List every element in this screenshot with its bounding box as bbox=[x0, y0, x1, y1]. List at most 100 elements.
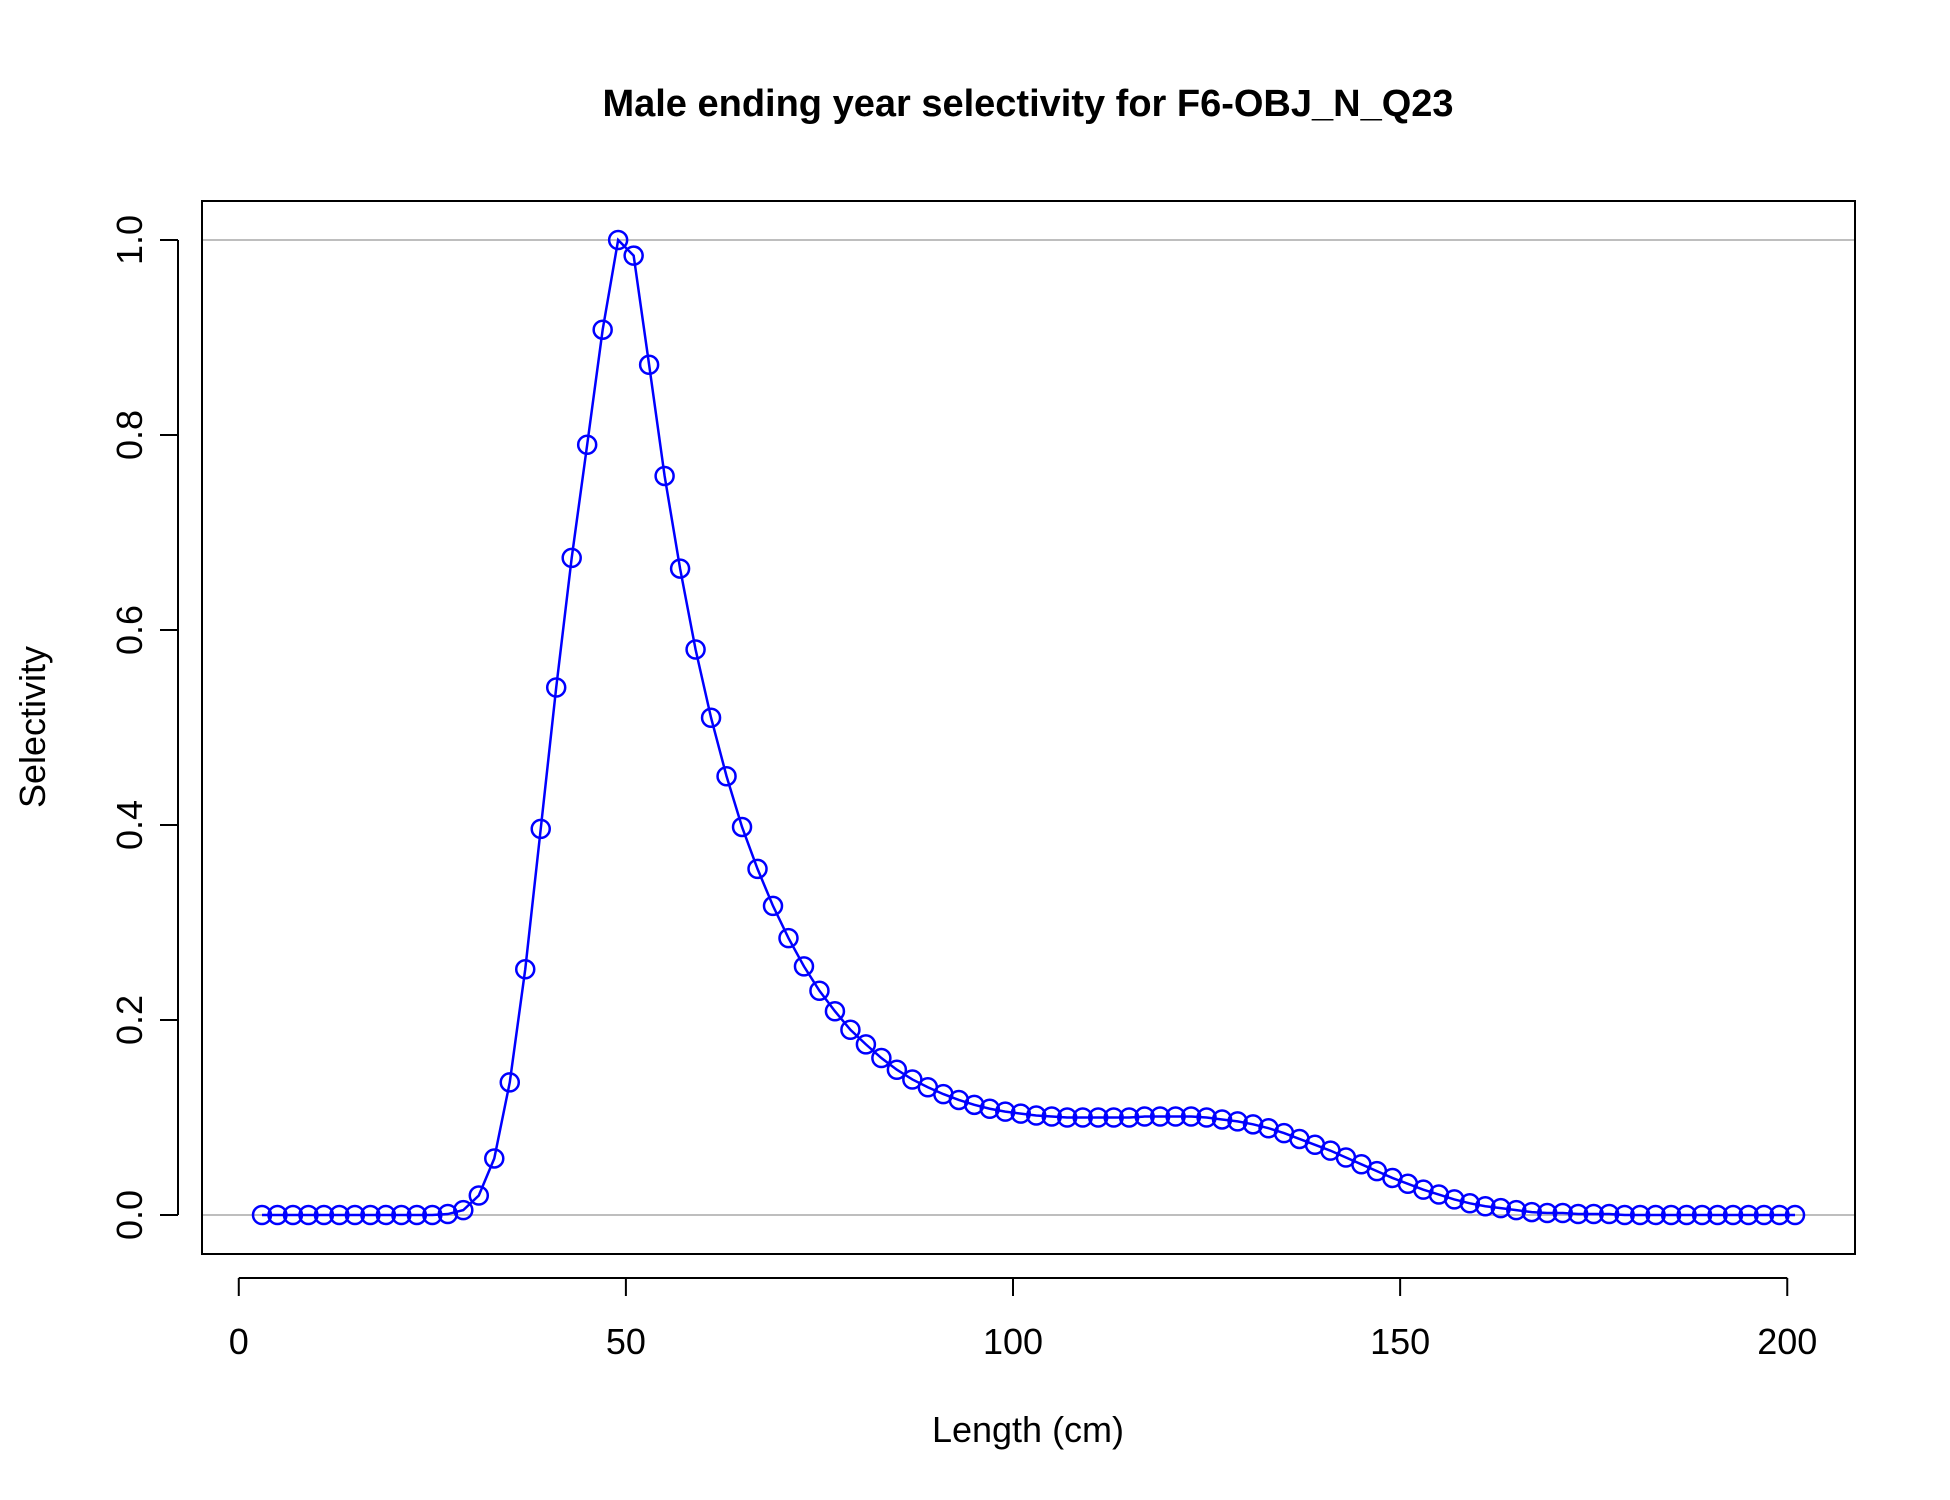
data-point bbox=[251, 1204, 273, 1226]
data-point bbox=[1691, 1204, 1713, 1226]
data-point bbox=[964, 1094, 985, 1116]
x-tick-label: 100 bbox=[983, 1321, 1043, 1362]
data-point bbox=[468, 1185, 490, 1206]
x-tick-label: 0 bbox=[229, 1321, 249, 1362]
data-point bbox=[298, 1204, 319, 1226]
data-point bbox=[623, 245, 644, 266]
data-point bbox=[1475, 1195, 1496, 1217]
data-point bbox=[592, 319, 613, 340]
data-point bbox=[576, 434, 598, 455]
data-point bbox=[1645, 1204, 1666, 1226]
data-point bbox=[375, 1204, 397, 1226]
data-point bbox=[1536, 1202, 1558, 1224]
data-point bbox=[391, 1204, 412, 1226]
data-point bbox=[1211, 1109, 1233, 1130]
data-point bbox=[1676, 1204, 1697, 1226]
data-point bbox=[1614, 1204, 1635, 1226]
data-point bbox=[1490, 1197, 1512, 1219]
data-point bbox=[1180, 1106, 1202, 1127]
data-point bbox=[406, 1204, 428, 1226]
data-point bbox=[1242, 1114, 1264, 1135]
data-point bbox=[437, 1203, 459, 1225]
data-point bbox=[561, 547, 582, 569]
data-point bbox=[1459, 1193, 1481, 1214]
data-point bbox=[1134, 1106, 1155, 1127]
data-point bbox=[1660, 1204, 1682, 1226]
data-point bbox=[669, 558, 691, 579]
data-point bbox=[1722, 1204, 1744, 1226]
x-tick-label: 50 bbox=[606, 1321, 646, 1362]
plot-frame bbox=[201, 200, 1856, 1255]
data-point bbox=[267, 1204, 288, 1226]
data-point bbox=[886, 1059, 908, 1080]
data-point bbox=[1165, 1106, 1186, 1127]
x-axis-label: Length (cm) bbox=[932, 1409, 1124, 1450]
data-point bbox=[871, 1047, 892, 1069]
y-axis-label: Selectivity bbox=[12, 646, 53, 808]
data-point bbox=[747, 858, 768, 880]
data-point bbox=[1567, 1203, 1589, 1225]
data-point bbox=[1521, 1201, 1543, 1223]
data-point bbox=[499, 1072, 521, 1093]
data-point bbox=[530, 818, 551, 840]
data-point bbox=[1629, 1204, 1651, 1226]
x-tick-label: 200 bbox=[1757, 1321, 1817, 1362]
data-point bbox=[1041, 1106, 1062, 1127]
y-tick-label: 0.6 bbox=[109, 605, 150, 655]
x-tick-label: 150 bbox=[1370, 1321, 1430, 1362]
data-point bbox=[1738, 1204, 1759, 1226]
data-point bbox=[607, 229, 629, 251]
data-point bbox=[840, 1019, 861, 1040]
data-point bbox=[484, 1148, 505, 1169]
data-point bbox=[1149, 1106, 1171, 1127]
data-point bbox=[313, 1204, 335, 1226]
data-point bbox=[1072, 1107, 1093, 1128]
data-point bbox=[979, 1098, 1001, 1119]
data-point bbox=[1103, 1107, 1124, 1128]
x-axis: 0 50 100 150 200 bbox=[229, 1277, 1817, 1362]
data-point bbox=[1583, 1203, 1604, 1225]
data-point bbox=[654, 465, 675, 487]
y-tick-label: 0.4 bbox=[109, 800, 150, 850]
y-tick-label: 0.2 bbox=[109, 995, 150, 1045]
data-point bbox=[1753, 1204, 1775, 1226]
series-selectivity bbox=[251, 229, 1806, 1226]
data-point bbox=[1056, 1107, 1078, 1128]
data-point bbox=[514, 959, 536, 980]
data-point bbox=[1784, 1204, 1806, 1226]
chart-title: Male ending year selectivity for F6-OBJ_… bbox=[602, 83, 1453, 125]
data-point bbox=[1087, 1107, 1109, 1128]
data-point bbox=[545, 677, 567, 698]
data-point bbox=[824, 1000, 846, 1022]
data-point bbox=[700, 707, 722, 728]
data-point bbox=[1118, 1107, 1140, 1128]
y-tick-label: 0.0 bbox=[109, 1190, 150, 1240]
data-point bbox=[995, 1101, 1016, 1122]
data-point bbox=[360, 1204, 381, 1226]
data-point bbox=[1769, 1204, 1790, 1226]
data-point bbox=[1552, 1202, 1573, 1224]
data-point bbox=[1196, 1107, 1217, 1128]
data-point bbox=[731, 816, 753, 838]
data-point bbox=[344, 1204, 366, 1226]
data-point bbox=[855, 1034, 877, 1055]
data-point bbox=[1227, 1111, 1248, 1132]
data-point bbox=[685, 639, 706, 660]
data-point bbox=[793, 956, 815, 977]
y-axis: 0.0 0.2 0.4 0.6 0.8 1.0 bbox=[109, 215, 179, 1240]
data-point bbox=[453, 1199, 474, 1221]
data-point bbox=[1010, 1103, 1032, 1124]
data-point bbox=[422, 1204, 443, 1226]
data-point bbox=[778, 927, 799, 949]
data-point bbox=[329, 1204, 350, 1226]
data-point bbox=[809, 980, 830, 1001]
data-point bbox=[716, 766, 737, 787]
data-point bbox=[762, 895, 784, 917]
y-tick-label: 1.0 bbox=[109, 215, 150, 265]
data-point bbox=[282, 1204, 304, 1226]
data-point bbox=[1444, 1189, 1465, 1210]
data-point bbox=[1707, 1204, 1728, 1226]
data-point bbox=[1025, 1105, 1047, 1126]
